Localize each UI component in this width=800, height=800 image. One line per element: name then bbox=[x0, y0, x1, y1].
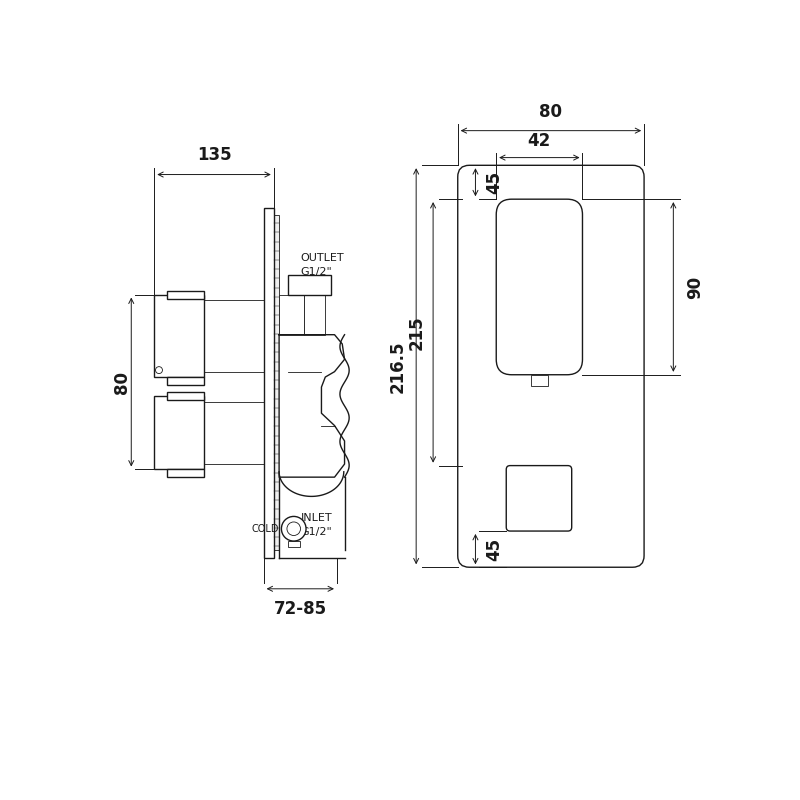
Text: 80: 80 bbox=[539, 103, 562, 122]
Bar bbox=[274, 215, 279, 550]
Bar bbox=[154, 294, 205, 377]
Text: G1/2": G1/2" bbox=[301, 266, 333, 277]
Bar bbox=[154, 396, 205, 470]
Text: 72-85: 72-85 bbox=[274, 600, 327, 618]
Bar bbox=[205, 300, 264, 372]
Text: 135: 135 bbox=[197, 146, 231, 164]
FancyBboxPatch shape bbox=[496, 199, 582, 374]
Text: INLET: INLET bbox=[301, 513, 332, 523]
Bar bbox=[167, 377, 205, 385]
Text: 216.5: 216.5 bbox=[389, 340, 407, 393]
Text: G1/2": G1/2" bbox=[301, 527, 333, 537]
Circle shape bbox=[287, 522, 301, 535]
Polygon shape bbox=[279, 334, 345, 477]
Text: 80: 80 bbox=[113, 370, 131, 394]
Text: OUTLET: OUTLET bbox=[301, 253, 344, 262]
Circle shape bbox=[282, 517, 306, 541]
Circle shape bbox=[155, 366, 162, 374]
Bar bbox=[264, 208, 274, 558]
Bar bbox=[205, 402, 264, 464]
Bar bbox=[531, 374, 548, 386]
Text: 45: 45 bbox=[486, 538, 503, 561]
Bar bbox=[167, 470, 205, 477]
Text: 215: 215 bbox=[407, 315, 426, 350]
Text: 42: 42 bbox=[528, 132, 551, 150]
FancyBboxPatch shape bbox=[458, 166, 644, 567]
Bar bbox=[167, 291, 205, 298]
Text: 90: 90 bbox=[686, 275, 704, 298]
Text: 45: 45 bbox=[486, 170, 503, 194]
Bar bbox=[288, 275, 331, 294]
Bar bbox=[279, 294, 304, 334]
FancyBboxPatch shape bbox=[506, 466, 572, 531]
Bar bbox=[287, 541, 300, 547]
Bar bbox=[304, 294, 326, 334]
Bar bbox=[167, 393, 205, 400]
Text: COLD: COLD bbox=[252, 524, 279, 534]
